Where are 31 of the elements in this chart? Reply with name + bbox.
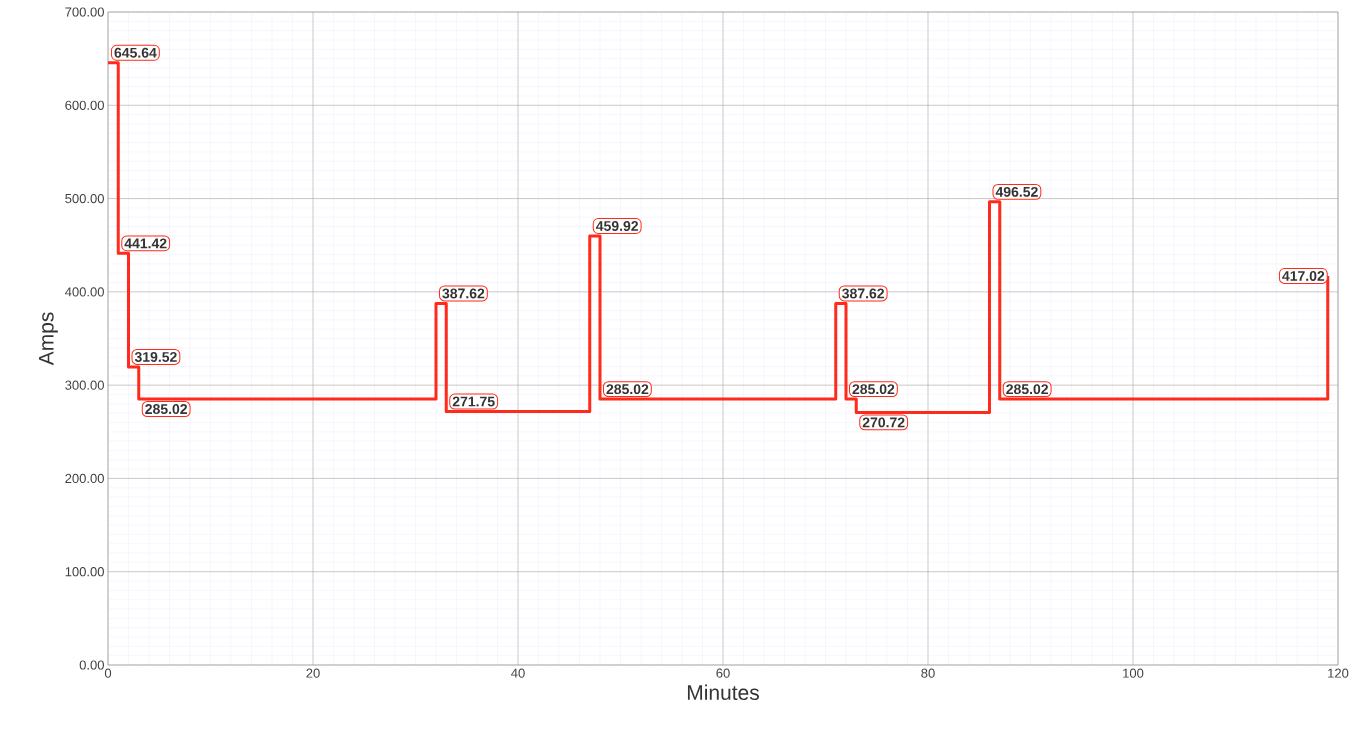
y-tick-label: 500.00 xyxy=(65,193,104,204)
data-label: 459.92 xyxy=(595,221,639,231)
x-tick-label: 80 xyxy=(921,668,935,678)
y-tick-label: 100.00 xyxy=(65,567,104,577)
y-tick-label: 200.00 xyxy=(65,473,104,484)
data-label: 285.02 xyxy=(852,384,895,395)
x-tick-label: 120 xyxy=(1328,668,1349,678)
x-tick-label: 60 xyxy=(716,668,730,678)
data-label: 417.02 xyxy=(1282,271,1325,281)
x-tick-label: 0 xyxy=(104,668,112,678)
x-tick-label: 100 xyxy=(1123,668,1144,678)
y-tick-label: 400.00 xyxy=(65,287,104,297)
data-label: 285.02 xyxy=(606,384,649,395)
x-axis-title: Minutes xyxy=(687,684,759,701)
y-tick-label: 0.00 xyxy=(79,660,104,670)
data-label: 387.62 xyxy=(442,288,485,299)
data-label: 645.64 xyxy=(114,47,157,58)
y-tick-label: 600.00 xyxy=(65,100,104,110)
data-label: 270.72 xyxy=(862,417,905,428)
x-tick-label: 40 xyxy=(511,668,525,678)
data-label: 285.02 xyxy=(145,404,188,415)
data-label: 496.52 xyxy=(995,186,1038,197)
data-label: 387.62 xyxy=(842,288,885,299)
x-tick-label: 20 xyxy=(306,668,320,678)
data-label: 271.75 xyxy=(452,396,495,407)
data-label: 441.42 xyxy=(124,238,167,249)
y-tick-label: 300.00 xyxy=(65,380,104,390)
y-tick-label: 700.00 xyxy=(65,7,104,17)
data-label: 319.52 xyxy=(134,351,177,362)
y-axis-title: Amps xyxy=(39,312,58,366)
data-label: 285.02 xyxy=(1006,384,1049,395)
